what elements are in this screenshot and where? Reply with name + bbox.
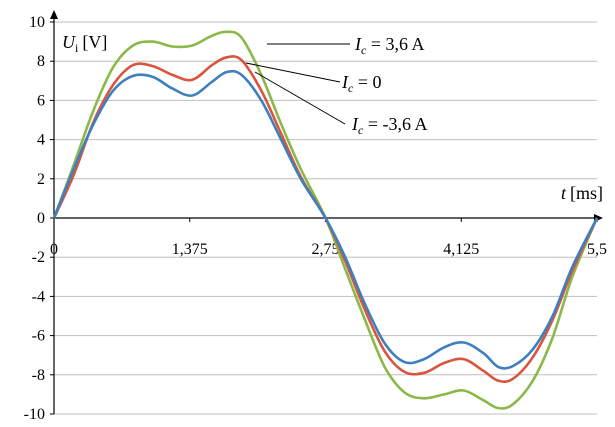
leader-line-ic-neg <box>254 71 346 125</box>
y-tick-label: -4 <box>32 288 45 305</box>
y-tick-label: 2 <box>37 171 45 188</box>
y-tick-label: 4 <box>37 132 45 149</box>
gridlines <box>54 21 597 415</box>
x-axis-title: t [ms] <box>561 183 603 203</box>
y-axis-symbol: U <box>62 32 76 52</box>
y-tick-label: -10 <box>24 406 45 423</box>
x-axis-symbol: t <box>561 183 567 203</box>
axes <box>50 10 603 415</box>
annotation-ic-pos: Ic = 3,6 A <box>354 34 425 57</box>
y-tick-label: 8 <box>37 53 45 70</box>
annotation-ic-zero: Ic = 0 <box>341 72 381 95</box>
series-line-2 <box>52 69 599 370</box>
y-tick-labels: 10 8 6 4 2 0 -2 -4 -6 -8 -10 <box>24 14 45 423</box>
y-tick-label: 0 <box>37 210 45 227</box>
annotation-ic-neg: Ic = -3,6 A <box>351 114 427 137</box>
y-axis-unit: [V] <box>82 32 107 52</box>
y-tick-label: 6 <box>37 92 45 109</box>
y-tick-label: -6 <box>32 328 45 345</box>
series-lines <box>52 30 599 410</box>
x-tick-label: 1,375 <box>172 241 208 258</box>
y-axis-subscript: i <box>75 41 79 55</box>
x-tick-label: 2,75 <box>312 241 340 258</box>
legend-annotations: Ic = 3,6 A Ic = 0 Ic = -3,6 A <box>245 34 427 137</box>
y-axis-title: Ui [V] <box>62 32 107 55</box>
y-tick-label: -8 <box>32 367 45 384</box>
leader-line-ic-zero <box>245 62 341 83</box>
x-tick-label: 4,125 <box>443 241 479 258</box>
x-axis-unit: [ms] <box>570 183 603 203</box>
y-tick-label: -2 <box>32 249 45 266</box>
x-tick-label: 0 <box>50 241 58 258</box>
y-tick-label: 10 <box>29 14 45 31</box>
y-axis-arrow <box>50 10 58 19</box>
x-tick-label: 5,5 <box>587 241 607 258</box>
x-tick-labels: 0 1,375 2,75 4,125 5,5 <box>50 241 607 258</box>
